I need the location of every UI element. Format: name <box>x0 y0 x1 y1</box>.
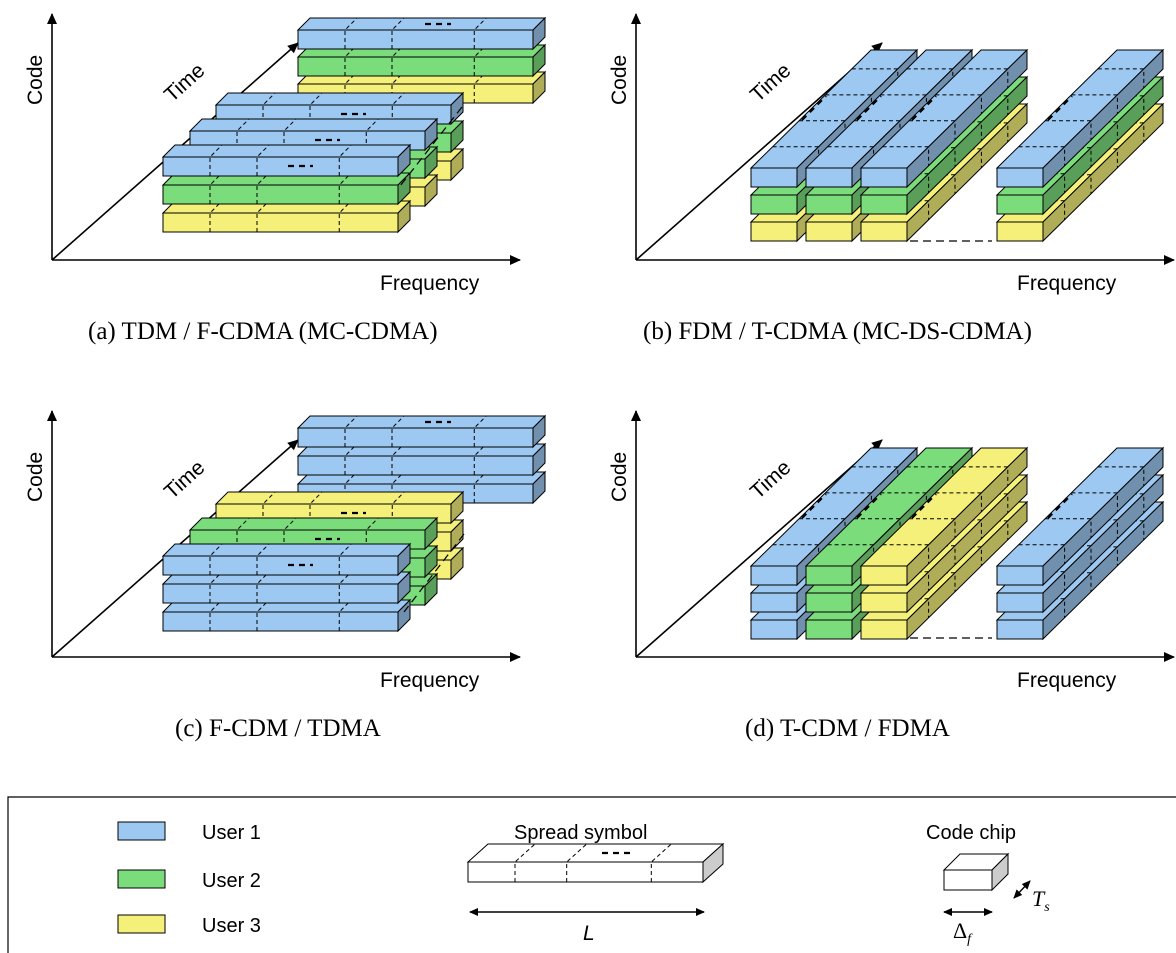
user1-block <box>859 48 1029 189</box>
panel-c-caption: (c) F-CDM / TDMA <box>175 715 381 742</box>
frequency-axis-label: Frequency <box>1017 272 1117 295</box>
panel-c: Code Time Frequency (c) F-CDM / TDMA <box>24 410 547 742</box>
panel-d-caption: (d) T-CDM / FDMA <box>745 715 950 742</box>
legend: User 1 User 2 User 3 Spread symbol L Cod… <box>7 796 1176 953</box>
panel-a-blocks <box>161 16 547 234</box>
time-axis-label: Time <box>746 456 795 504</box>
spread-symbol-box <box>466 842 725 884</box>
user-1-swatch <box>117 821 166 841</box>
user-3-swatch <box>117 914 166 934</box>
user1-block <box>161 598 412 633</box>
code-chip-box <box>942 852 1010 892</box>
user1-block <box>161 143 412 178</box>
user2-block <box>161 171 412 206</box>
spread-symbol-legend: Spread symbol L <box>466 822 725 945</box>
user1-block <box>995 48 1165 189</box>
spread-symbol-title: Spread symbol <box>514 822 647 844</box>
user1-block <box>296 442 547 477</box>
length-label: L <box>583 922 595 945</box>
code-axis-label: Code <box>24 55 47 105</box>
code-axis-label: Code <box>608 452 631 502</box>
code-chip-title: Code chip <box>926 822 1016 844</box>
panel-d-axes: Code Time Frequency <box>608 410 1175 692</box>
continuation-line <box>399 106 463 187</box>
time-axis-label: Time <box>160 456 209 504</box>
user3-block <box>859 446 1029 587</box>
panel-b-axes: Code Time Frequency <box>608 13 1175 295</box>
code-chip-block <box>942 852 1010 892</box>
panel-b: Code Time Frequency (b) FDM / T-CDMA (MC… <box>608 13 1175 345</box>
user-2-swatch <box>117 869 166 889</box>
user2-block <box>296 43 547 78</box>
spread-symbol-block <box>466 842 725 884</box>
ts-arrow <box>1013 880 1031 899</box>
code-axis-label: Code <box>24 452 47 502</box>
ts-label: Ts <box>1032 886 1050 915</box>
time-axis-label: Time <box>160 59 209 107</box>
panel-d-blocks <box>749 446 1165 641</box>
continuation-line <box>403 533 465 613</box>
panel-d: Code Time Frequency (d) T-CDM / FDMA <box>608 410 1175 742</box>
df-label: Δf <box>953 918 973 947</box>
user1-block <box>296 16 547 51</box>
frequency-axis-label: Frequency <box>380 272 480 295</box>
panel-b-blocks <box>749 48 1165 243</box>
legend-frame <box>7 796 1176 953</box>
time-axis-label: Time <box>746 59 795 107</box>
code-axis-label: Code <box>608 55 631 105</box>
user-2-label: User 2 <box>202 870 261 892</box>
user-1-label: User 1 <box>202 822 261 844</box>
user3-block <box>161 199 412 234</box>
panel-c-blocks <box>161 414 547 633</box>
code-chip-legend: Code chip Ts Δf <box>926 822 1050 947</box>
panel-a: Code Time Frequency (a) TDM / F-CDMA (MC… <box>24 13 547 345</box>
legend-user-1: User 1 <box>117 821 261 844</box>
user1-block <box>995 446 1165 587</box>
frequency-axis-label: Frequency <box>380 669 480 692</box>
legend-user-2: User 2 <box>117 869 261 892</box>
user1-block <box>161 542 412 577</box>
panel-a-caption: (a) TDM / F-CDMA (MC-CDMA) <box>88 318 438 345</box>
user-3-label: User 3 <box>202 915 261 937</box>
panel-a-axes: Code Time Frequency <box>24 13 521 295</box>
user1-block <box>296 414 547 449</box>
frequency-axis-label: Frequency <box>1017 669 1117 692</box>
user1-block <box>161 570 412 605</box>
panel-b-caption: (b) FDM / T-CDMA (MC-DS-CDMA) <box>643 318 1032 345</box>
legend-user-3: User 3 <box>117 914 261 937</box>
